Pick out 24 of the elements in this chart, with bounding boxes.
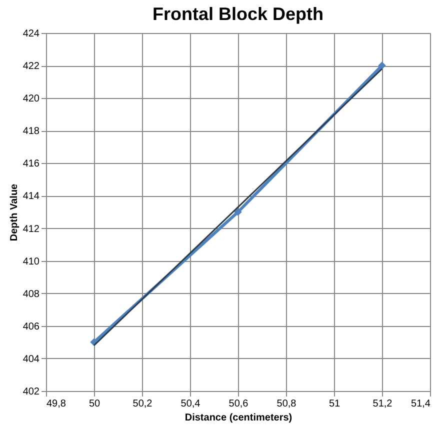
x-axis-title: Distance (centimeters) (184, 412, 292, 424)
y-tick-label: 406 (22, 321, 40, 332)
y-tick-label: 408 (22, 288, 40, 300)
y-tick-label: 416 (22, 158, 40, 170)
x-tick-label: 50,6 (228, 398, 249, 410)
y-axis-title: Depth Value (8, 183, 20, 242)
y-tick-label: 422 (22, 61, 40, 72)
chart-title: Frontal Block Depth (152, 4, 324, 24)
x-tick-label: 51,2 (372, 398, 393, 410)
x-tick-label: 50,2 (132, 398, 153, 410)
y-tick-label: 412 (22, 224, 40, 235)
y-tick-label: 410 (22, 256, 40, 268)
x-tick-label: 49,8 (46, 398, 66, 410)
x-tick-label: 51,4 (411, 398, 431, 410)
x-tick-label: 51 (328, 398, 340, 410)
y-tick-label: 418 (22, 126, 40, 138)
y-tick-label: 404 (22, 354, 40, 365)
y-tick-label: 420 (22, 94, 40, 105)
x-tick-label: 50 (88, 398, 100, 410)
x-tick-label: 50,4 (180, 398, 201, 410)
y-tick-label: 402 (22, 386, 40, 398)
x-tick-label: 50,8 (276, 398, 297, 410)
y-tick-label: 424 (22, 28, 40, 40)
y-tick-label: 414 (22, 191, 40, 202)
